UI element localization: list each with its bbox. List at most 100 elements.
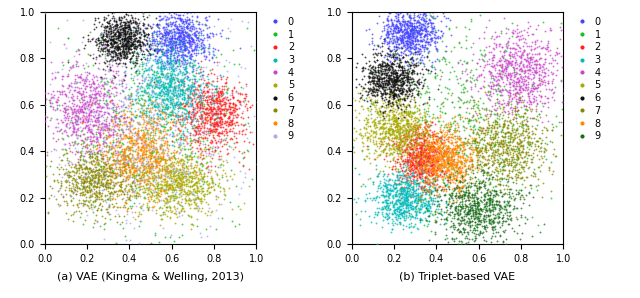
Point [380,38,390,43]
Point [93,121,104,126]
Point [387,76,397,81]
Point [488,153,498,158]
Point [436,162,446,167]
Point [128,76,138,80]
Point [406,224,417,228]
Point [502,159,512,164]
Point [124,94,134,99]
Point [172,159,182,164]
Point [364,214,374,218]
Point [211,86,221,90]
Point [538,44,548,49]
Point [125,151,135,156]
Point [117,32,127,36]
Point [140,142,150,147]
Point [437,141,447,145]
Point [391,19,401,24]
Point [389,83,399,87]
Point [216,88,227,93]
Point [476,111,486,116]
Point [467,163,477,167]
Point [445,157,456,162]
Point [536,163,546,168]
Point [460,167,470,172]
Point [201,83,211,88]
Point [447,210,457,215]
Point [479,107,489,111]
Point [205,119,215,123]
Point [390,206,401,211]
Point [503,102,513,107]
Point [406,215,416,219]
Point [371,123,381,128]
Point [499,186,509,191]
Point [163,112,173,117]
Point [357,86,367,91]
Point [54,154,65,159]
Point [392,86,403,91]
Point [126,94,136,99]
Point [421,137,431,142]
Point [157,53,168,58]
Point [367,70,377,74]
Point [452,98,463,103]
Point [101,210,111,215]
Point [175,49,185,54]
Point [493,68,504,73]
Point [512,100,522,105]
Point [442,181,452,186]
Point [108,104,118,109]
Point [465,143,476,148]
Point [404,174,414,179]
Point [122,159,132,164]
Point [433,143,443,148]
Point [522,108,532,112]
Point [175,114,186,118]
Point [383,137,394,142]
Point [196,98,206,103]
Point [516,86,527,90]
Point [129,73,139,78]
Point [196,152,206,157]
Point [407,173,417,178]
Point [204,87,214,91]
Point [450,194,460,199]
Point [136,60,147,64]
Point [141,90,152,95]
Point [102,149,113,154]
Point [444,196,454,201]
Point [361,122,371,126]
Point [401,75,411,80]
Point [169,29,179,33]
Point [469,198,479,203]
Point [109,153,120,158]
Point [163,167,173,172]
Point [548,57,559,62]
Point [488,205,499,209]
Point [401,74,411,79]
Point [485,89,495,93]
Point [104,181,114,186]
Point [188,92,198,97]
Point [516,154,526,159]
Point [422,176,432,180]
Point [355,132,365,137]
Point [166,21,176,26]
Point [180,34,190,38]
Point [71,163,81,168]
Point [523,91,533,96]
Point [128,34,138,39]
Point [175,190,186,195]
Point [161,189,172,194]
Point [413,171,424,176]
Point [493,146,503,151]
Point [525,56,536,60]
Point [184,179,194,184]
Point [459,208,469,213]
Point [188,84,198,89]
Point [439,193,449,198]
Point [115,184,125,189]
Point [122,191,132,196]
Point [75,99,85,104]
Point [146,100,156,105]
